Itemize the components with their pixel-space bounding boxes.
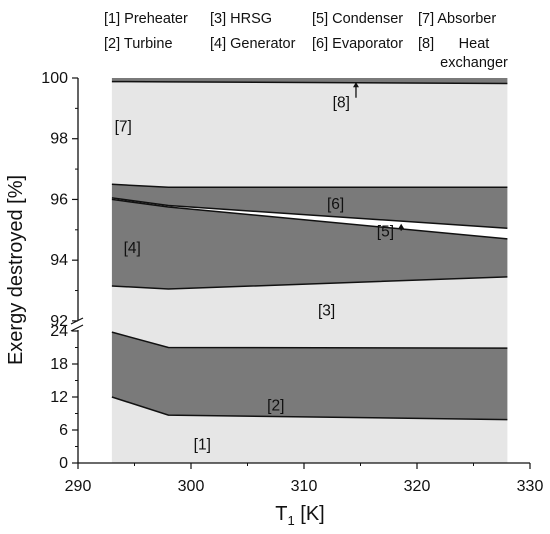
y-tick-label-12: 12 xyxy=(50,389,68,406)
region-label-2: [2] xyxy=(267,397,284,414)
legend-entry-turbine: [2] Turbine xyxy=(104,36,173,52)
legend-entry-evaporator: [6] Evaporator xyxy=(312,36,403,52)
boundary-generator-top xyxy=(111,198,508,240)
band-hrsg xyxy=(111,276,508,349)
band-heat-exchanger xyxy=(111,78,508,84)
stacked-bands xyxy=(111,78,508,463)
x-tick-label-300: 300 xyxy=(178,478,205,495)
boundary-hrsg-top xyxy=(111,276,508,290)
arrow-heat-exchanger-head xyxy=(352,82,359,88)
legend-entry-absorber: [7] Absorber xyxy=(418,11,496,27)
band-absorber xyxy=(111,81,508,188)
arrow-condenser xyxy=(398,223,405,231)
boundary-preheater-top xyxy=(111,396,508,421)
x-ticks xyxy=(77,463,531,469)
y-tick-label-98: 98 xyxy=(50,131,68,148)
band-generator xyxy=(111,199,508,289)
legend-entry-exchanger: exchanger xyxy=(440,55,508,71)
boundary-evaporator-top xyxy=(111,183,508,189)
band-evaporator xyxy=(111,184,508,229)
x-tick-label-310: 310 xyxy=(291,478,318,495)
y-ticks xyxy=(72,77,78,464)
boundary-lines xyxy=(111,80,508,421)
x-axis-title-symbol: T xyxy=(275,503,287,525)
region-label-8: [8] xyxy=(333,94,350,111)
legend-entry-hrsg: [3] HRSG xyxy=(210,11,272,27)
band-condenser xyxy=(111,197,508,239)
label-arrows xyxy=(352,82,405,231)
x-axis-title-unit: [K] xyxy=(295,503,325,525)
boundary-turbine-top xyxy=(111,331,508,349)
y-tick-label-6: 6 xyxy=(59,422,68,439)
legend: [1] Preheater [3] HRSG [5] Condenser [7]… xyxy=(104,11,508,71)
band-turbine xyxy=(111,332,508,420)
region-label-4: [4] xyxy=(124,240,141,257)
arrow-condenser-head xyxy=(398,223,405,229)
x-tick-label-330: 330 xyxy=(517,478,544,495)
legend-entry-preheater: [1] Preheater xyxy=(104,11,188,27)
y-tick-label-24: 24 xyxy=(50,323,68,340)
region-label-5: [5] xyxy=(377,223,394,240)
y-tick-label-96: 96 xyxy=(50,191,68,208)
x-tick-label-320: 320 xyxy=(404,478,431,495)
axis-break-slash-2 xyxy=(70,324,84,332)
arrow-heat-exchanger xyxy=(352,82,359,98)
region-label-1: [1] xyxy=(194,436,211,453)
region-labels: [1] [2] [3] [4] [5] [6] [7] [8] xyxy=(115,94,394,453)
band-preheater xyxy=(111,397,508,463)
y-tick-label-18: 18 xyxy=(50,356,68,373)
y-tick-label-100: 100 xyxy=(41,70,68,87)
region-label-7: [7] xyxy=(115,119,132,136)
y-tick-label-94: 94 xyxy=(50,252,68,269)
legend-entry-condenser: [5] Condenser xyxy=(312,11,403,27)
legend-entry-generator: [4] Generator xyxy=(210,36,296,52)
x-axis-title: T1 [K] xyxy=(275,503,324,528)
y-axis-title: Exergy destroyed [%] xyxy=(5,175,27,365)
boundary-absorber-top xyxy=(111,80,508,85)
region-label-6: [6] xyxy=(327,196,344,213)
y-tick-label-92: 92 xyxy=(50,313,68,330)
x-axis-title-subscript: 1 xyxy=(287,513,294,528)
axis-break-gap xyxy=(72,320,84,330)
y-tick-label-0: 0 xyxy=(59,455,68,472)
legend-entry-heat: Heat xyxy=(459,36,490,52)
boundary-condenser-top xyxy=(111,197,508,230)
legend-entry-heat-exchanger-number: [8] xyxy=(418,36,434,52)
x-tick-labels: 290 300 310 320 330 xyxy=(65,478,544,495)
x-tick-label-290: 290 xyxy=(65,478,92,495)
region-label-3: [3] xyxy=(318,302,335,319)
